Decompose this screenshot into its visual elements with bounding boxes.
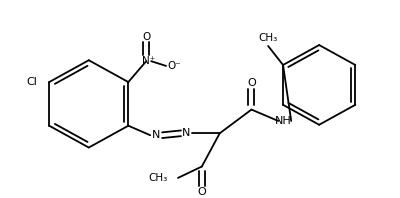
Text: NH: NH: [275, 116, 292, 126]
Text: N⁺: N⁺: [142, 56, 155, 66]
Text: Cl: Cl: [26, 77, 37, 87]
Text: CH₃: CH₃: [258, 33, 278, 43]
Text: O⁻: O⁻: [167, 61, 181, 71]
Text: CH₃: CH₃: [149, 173, 168, 183]
Text: N: N: [182, 128, 190, 138]
Text: O: O: [142, 31, 150, 42]
Text: O: O: [247, 78, 256, 88]
Text: O: O: [198, 187, 206, 197]
Text: N: N: [152, 130, 160, 140]
